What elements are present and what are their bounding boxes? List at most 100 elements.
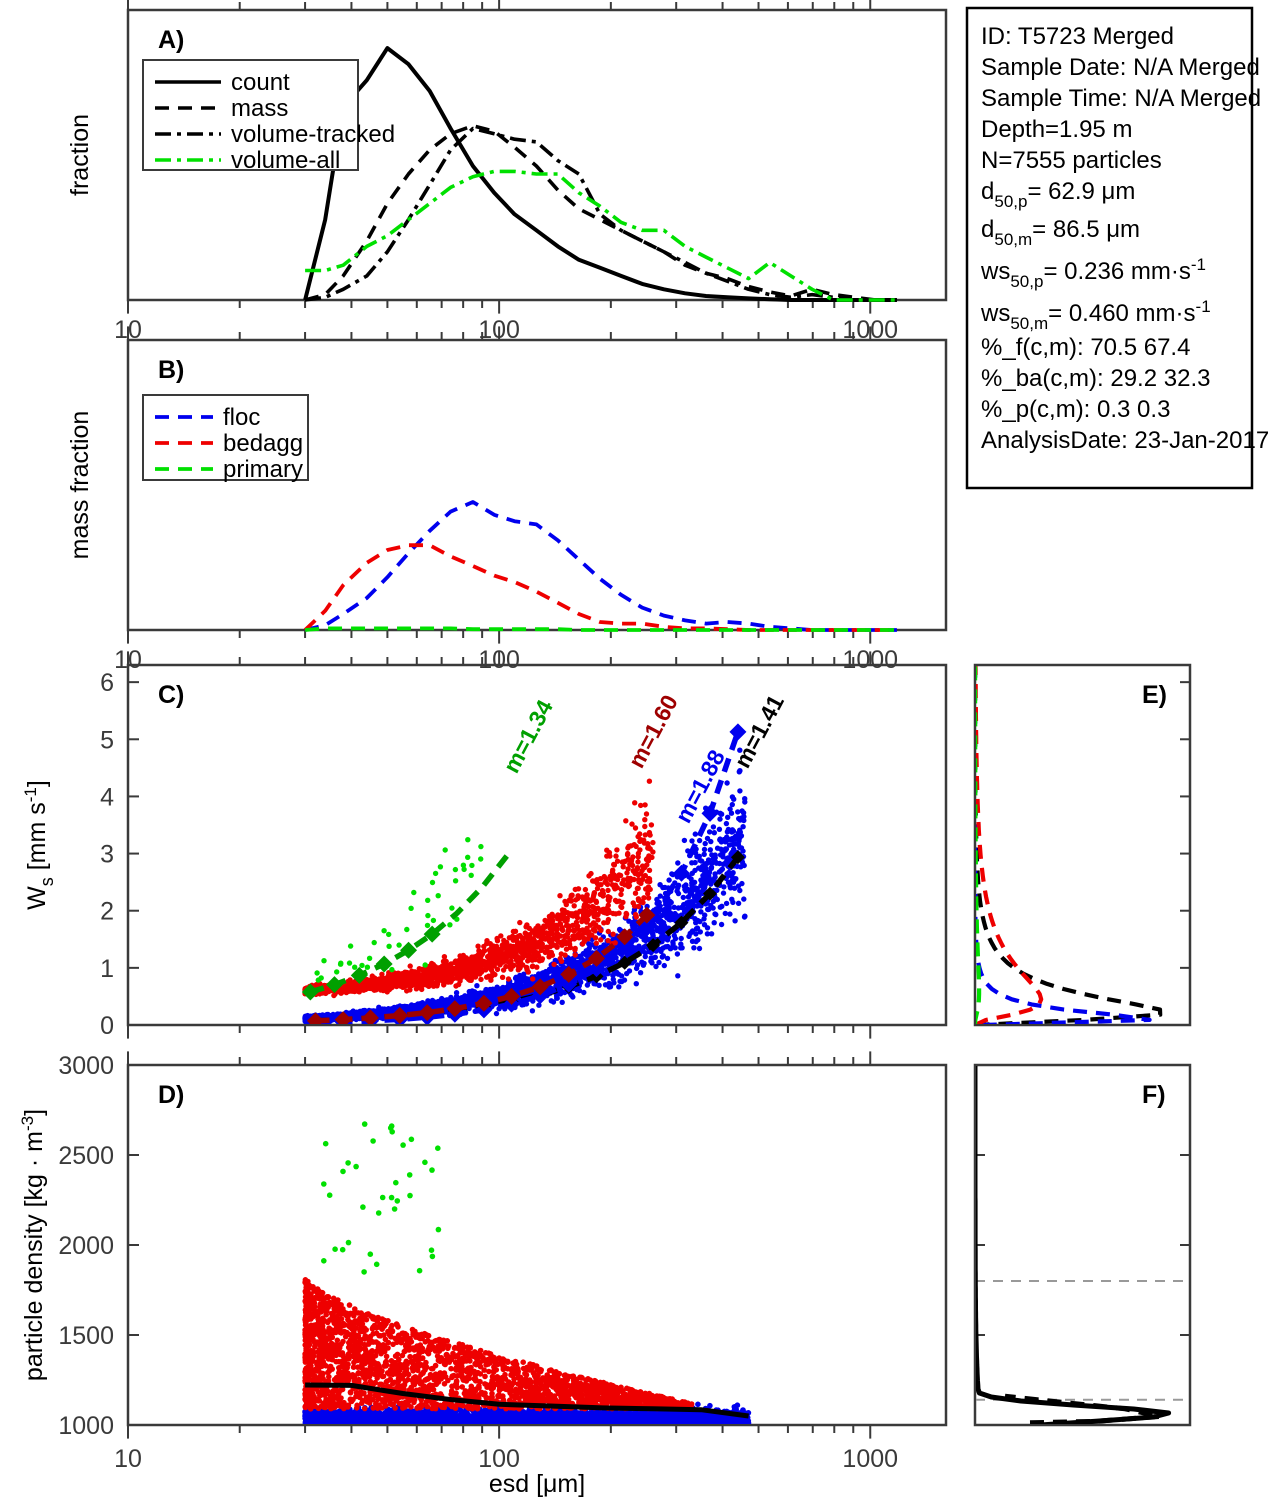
scatter-point-floc <box>663 901 669 907</box>
legend-box <box>142 59 359 171</box>
scatter-point-bedagg <box>614 858 621 864</box>
scatter-point-floc <box>697 918 703 925</box>
scatter-point-floc <box>663 908 669 914</box>
scatter-point-bedagg <box>603 876 609 882</box>
scatter-point-bedagg <box>380 985 386 992</box>
scatter-point-floc <box>740 824 746 830</box>
scatter-point-floc <box>651 923 657 929</box>
scatter-point-bedagg <box>493 944 499 950</box>
scatter-point-bedagg <box>403 982 409 989</box>
scatter-point-bedagg <box>539 941 545 947</box>
scatter-point-bedagg <box>452 958 459 964</box>
scatter-point-floc <box>702 840 708 847</box>
scatter-point-floc <box>724 871 730 877</box>
scatter-point-bedagg <box>642 832 648 838</box>
scatter-point-floc <box>661 962 667 969</box>
scatter-point-bedagg <box>355 984 362 990</box>
scatter-point-bedagg <box>530 963 536 969</box>
scatter-point-bedagg <box>593 940 599 946</box>
scatter-point-bedagg <box>558 958 565 964</box>
scatter-point-floc <box>689 860 695 866</box>
scatter-point-floc <box>522 976 529 982</box>
scatter-point-bedagg <box>407 987 413 993</box>
scatter-point-bedagg <box>562 952 568 958</box>
scatter-point-floc <box>700 872 706 879</box>
scatter-point-floc <box>586 941 592 947</box>
scatter-point-bedagg <box>405 977 412 984</box>
scatter-point-floc <box>704 931 711 937</box>
scatter-point-bedagg <box>632 825 639 831</box>
scatter-point-floc <box>725 855 731 861</box>
scatter-point-primary <box>347 943 354 949</box>
scatter-point-floc <box>693 926 700 932</box>
scatter-point-bedagg <box>590 878 596 884</box>
scatter-point-bedagg <box>567 944 574 951</box>
scatter-point-floc <box>725 814 731 820</box>
scatter-point-bedagg <box>610 931 616 937</box>
scatter-point-bedagg <box>605 902 611 908</box>
scatter-point-bedagg <box>589 932 595 938</box>
scatter-point-floc <box>671 916 677 922</box>
scatter-point-floc <box>708 838 714 845</box>
scatter-point-bedagg <box>347 977 353 983</box>
scatter-point-bedagg <box>498 933 504 939</box>
scatter-point-bedagg <box>508 950 514 956</box>
legend-box <box>142 394 309 481</box>
scatter-point-bedagg <box>625 877 632 884</box>
scatter-point-bedagg <box>528 948 534 954</box>
scatter-point-bedagg <box>373 981 379 987</box>
scatter-point-floc <box>659 938 665 945</box>
panel-c-scatter <box>302 747 748 1024</box>
scatter-point-bedagg <box>437 969 444 976</box>
scatter-point-bedagg <box>589 897 595 903</box>
scatter-point-floc <box>606 984 612 990</box>
scatter-point-floc <box>735 841 742 848</box>
x-axis-ticks <box>127 1025 872 1039</box>
scatter-point-bedagg <box>548 930 554 937</box>
scatter-point-bedagg <box>618 891 624 898</box>
scatter-point-floc <box>577 968 583 974</box>
scatter-point-bedagg <box>452 966 458 973</box>
scatter-point-bedagg <box>481 948 488 954</box>
scatter-point-bedagg <box>610 910 616 917</box>
scatter-point-bedagg <box>542 917 548 924</box>
x-axis-ticks <box>127 651 872 665</box>
scatter-point-floc <box>646 925 652 931</box>
scatter-point-bedagg <box>610 867 616 873</box>
scatter-point-floc <box>584 982 591 988</box>
scatter-point-bedagg <box>644 855 651 862</box>
scatter-point-floc <box>678 935 684 942</box>
scatter-point-bedagg <box>438 974 445 980</box>
scatter-point-bedagg <box>500 941 507 948</box>
scatter-point-floc <box>615 971 622 977</box>
scatter-point-bedagg <box>611 861 617 868</box>
scatter-point-bedagg <box>645 845 651 851</box>
scatter-point-bedagg <box>629 862 636 869</box>
scatter-point-floc <box>356 1011 362 1017</box>
scatter-point-bedagg <box>648 822 655 828</box>
scatter-point-bedagg <box>455 974 461 980</box>
scatter-point-bedagg <box>463 971 469 977</box>
scatter-point-floc <box>722 910 728 917</box>
scatter-point-bedagg <box>469 971 475 978</box>
scatter-point-floc <box>516 985 523 991</box>
scatter-point-floc <box>696 893 702 900</box>
scatter-point-floc <box>689 882 695 888</box>
scatter-point-bedagg <box>524 966 530 972</box>
panel-b-ylabel-text: mass fraction <box>66 411 94 560</box>
y-tick-label: 6 <box>100 669 114 697</box>
scatter-point-floc <box>687 904 693 910</box>
scatter-point-bedagg <box>386 978 392 985</box>
scatter-point-bedagg <box>532 930 538 936</box>
scatter-point-bedagg <box>494 938 501 944</box>
panel-c-letter: C) <box>158 681 184 709</box>
scatter-point-bedagg <box>631 876 637 883</box>
scatter-point-floc <box>710 856 716 862</box>
scatter-point-floc <box>672 880 678 886</box>
scatter-point-bedagg <box>624 870 630 876</box>
scatter-point-floc <box>741 862 747 869</box>
scatter-point-bedagg <box>566 927 572 933</box>
scatter-point-floc <box>708 931 715 937</box>
scatter-point-floc <box>670 939 676 945</box>
scatter-point-bedagg <box>575 931 581 938</box>
